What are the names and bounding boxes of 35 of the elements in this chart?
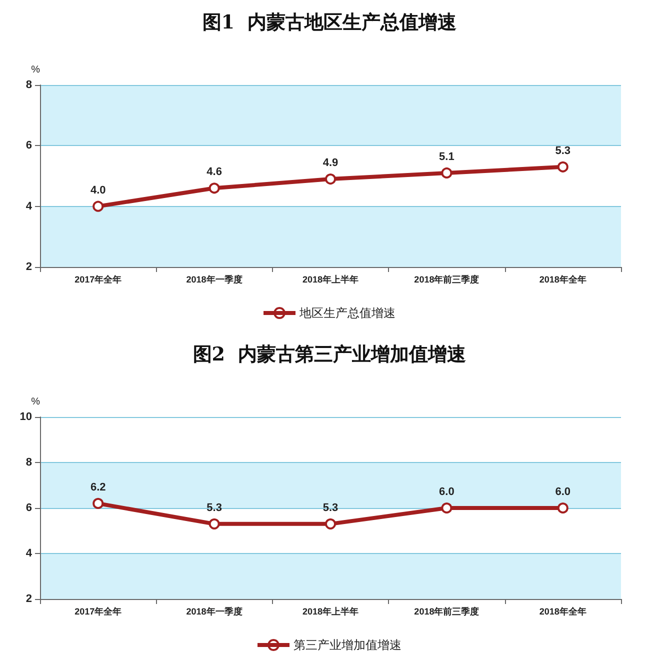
legend-label: 第三产业增加值增速	[294, 638, 402, 652]
y-tick-label: 2	[26, 593, 32, 605]
y-tick-label: 4	[26, 200, 33, 212]
y-tick-label: 2	[26, 261, 32, 273]
y-tick-label: 6	[26, 502, 32, 514]
x-tick-label: 2017年全年	[74, 606, 122, 616]
chart-title: 图2 内蒙古第三产业增加值增速	[192, 344, 466, 366]
y-axis-title: %	[31, 64, 40, 76]
x-tick-label: 2018年一季度	[186, 606, 242, 616]
data-label: 4.9	[322, 157, 338, 170]
chart-title: 图1 内蒙古地区生产总值增速	[202, 12, 457, 34]
y-tick-label: 8	[26, 456, 32, 468]
data-label: 4.6	[206, 166, 222, 178]
data-label: 5.3	[206, 502, 222, 514]
data-label: 5.3	[322, 502, 338, 514]
y-tick-label: 4	[26, 548, 33, 560]
x-tick-label: 2018年前三季度	[414, 274, 480, 284]
legend-label: 地区生产总值增速	[298, 306, 396, 320]
y-tick-label: 8	[26, 79, 32, 91]
data-label: 6.2	[90, 481, 106, 494]
x-tick-label: 2018年全年	[539, 274, 586, 284]
x-tick-label: 2018年一季度	[186, 274, 242, 284]
data-label: 6.0	[555, 486, 571, 498]
data-label: 5.1	[439, 150, 454, 163]
data-label: 5.3	[555, 144, 571, 157]
x-tick-label: 2018年上半年	[302, 274, 359, 284]
data-label: 6.0	[439, 486, 454, 498]
y-axis-title: %	[31, 396, 40, 408]
y-tick-label: 6	[26, 140, 32, 152]
data-label: 4.0	[90, 184, 106, 196]
x-tick-label: 2018年前三季度	[414, 606, 480, 616]
y-tick-label: 10	[20, 411, 32, 423]
x-tick-label: 2018年上半年	[302, 606, 359, 616]
x-tick-label: 2017年全年	[74, 274, 122, 284]
x-tick-label: 2018年全年	[539, 606, 586, 616]
